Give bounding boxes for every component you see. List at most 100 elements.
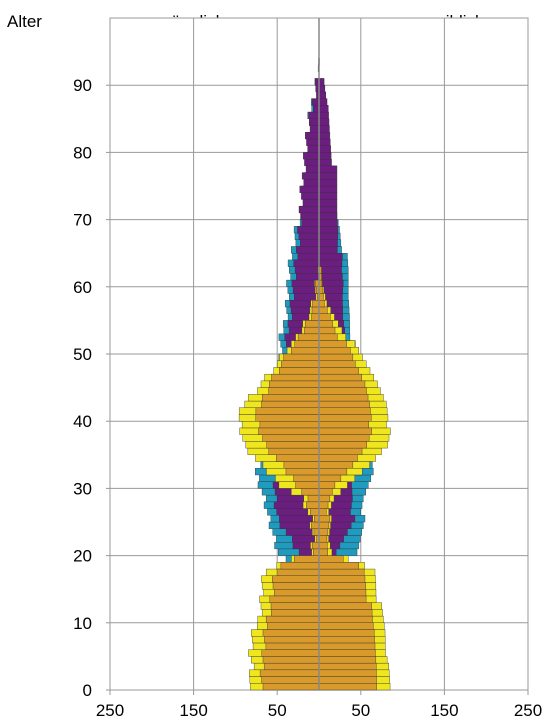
bar-female-orange — [318, 414, 372, 422]
bar-female-orange — [318, 407, 371, 415]
bar-male-orange — [262, 656, 320, 664]
bar-female-orange — [318, 367, 359, 375]
bar-female-purple — [318, 179, 338, 187]
bar-female-orange — [318, 669, 377, 677]
bar-female-purple — [318, 226, 339, 234]
bar-male-orange — [297, 333, 320, 341]
bar-male-purple — [305, 132, 320, 140]
bar-male-orange — [255, 414, 320, 422]
bar-male-orange — [310, 508, 320, 516]
bar-female-purple — [318, 246, 338, 254]
bar-male-orange — [276, 568, 320, 576]
bar-female-orange — [318, 373, 362, 382]
bar-male-purple — [296, 246, 320, 254]
bar-male-orange — [262, 394, 320, 402]
bar-female-purple — [318, 84, 326, 93]
bar-female-orange — [318, 494, 331, 503]
y-tick-label: 40 — [73, 412, 92, 431]
bar-female-orange — [318, 380, 366, 388]
bar-male-orange — [306, 501, 320, 509]
bar-male-orange — [279, 367, 320, 375]
bar-male-orange — [294, 555, 320, 563]
bar-female-purple — [318, 205, 338, 214]
y-tick-label: 80 — [73, 143, 92, 162]
bar-female-purple — [318, 105, 329, 113]
bar-male-orange — [313, 528, 320, 536]
bar-male-orange — [273, 589, 320, 597]
y-tick-label: 20 — [73, 547, 92, 566]
bar-female-purple — [318, 91, 326, 99]
bar-female-purple — [318, 125, 330, 133]
bar-male-purple — [305, 165, 320, 173]
bar-male-purple — [293, 259, 320, 267]
bar-male-purple — [313, 105, 320, 113]
bar-male-orange — [261, 400, 320, 408]
bar-male-orange — [262, 683, 320, 691]
bar-female-orange — [318, 622, 374, 630]
bar-female-orange — [318, 447, 363, 455]
bar-male-purple — [307, 145, 320, 153]
bar-male-purple — [311, 98, 320, 106]
bar-male-purple — [301, 192, 320, 200]
bar-male-orange — [268, 387, 320, 395]
bar-male-orange — [311, 541, 320, 550]
bar-female-purple — [318, 158, 332, 167]
bar-male-orange — [258, 427, 320, 435]
bar-female-orange — [318, 535, 328, 543]
bar-male-orange — [311, 313, 320, 321]
bar-male-orange — [269, 595, 320, 603]
bar-male-purple — [300, 239, 320, 247]
bar-female-purple — [318, 266, 342, 274]
bar-male-purple — [309, 118, 320, 126]
bar-male-orange — [304, 326, 320, 335]
bar-female-orange — [318, 508, 327, 516]
bar-female-orange — [318, 595, 367, 603]
bar-female-orange — [318, 306, 328, 314]
y-axis-title: Alter — [7, 12, 42, 31]
bar-female-orange — [318, 333, 338, 341]
bar-female-orange — [318, 662, 377, 671]
bar-female-purple — [318, 279, 344, 287]
bar-female-orange — [318, 353, 354, 361]
y-tick-label: 30 — [73, 479, 92, 498]
bar-male-purple — [296, 273, 320, 281]
y-tick-label: 60 — [73, 278, 92, 297]
bar-male-purple — [294, 266, 320, 274]
bar-female-purple — [318, 273, 343, 281]
bar-male-orange — [261, 649, 320, 657]
bar-male-purple — [303, 152, 320, 160]
bar-male-orange — [281, 360, 320, 368]
bar-female-orange — [318, 642, 376, 650]
x-tick-label: 150 — [430, 701, 458, 720]
bar-male-orange — [294, 340, 320, 348]
x-tick-label: 150 — [179, 701, 207, 720]
y-tick-label: 90 — [73, 76, 92, 95]
bar-male-orange — [267, 622, 320, 630]
bar-male-orange — [272, 582, 320, 590]
bar-female-purple — [318, 132, 331, 140]
bar-male-purple — [297, 226, 320, 234]
bar-female-orange — [318, 441, 367, 449]
bar-male-orange — [311, 521, 320, 529]
bar-female-orange — [318, 481, 336, 489]
bar-male-orange — [269, 380, 320, 388]
bar-female-purple — [318, 165, 338, 173]
bar-female-orange — [318, 501, 329, 509]
bar-male-purple — [306, 138, 320, 146]
bar-female-purple — [318, 172, 338, 180]
bar-male-orange — [271, 609, 320, 617]
bar-male-purple — [309, 125, 320, 133]
bar-female-purple — [318, 152, 332, 160]
bar-male-orange — [255, 407, 320, 415]
bar-female-purple — [318, 185, 338, 193]
bar-female-orange — [318, 649, 376, 657]
bar-male-orange — [283, 353, 320, 361]
bar-male-orange — [304, 320, 320, 328]
bar-male-orange — [268, 447, 320, 455]
bar-male-purple — [298, 232, 320, 240]
bar-male-orange — [295, 481, 320, 489]
bar-male-purple — [299, 185, 320, 193]
bar-female-orange — [318, 488, 333, 496]
bar-female-orange — [318, 360, 356, 368]
